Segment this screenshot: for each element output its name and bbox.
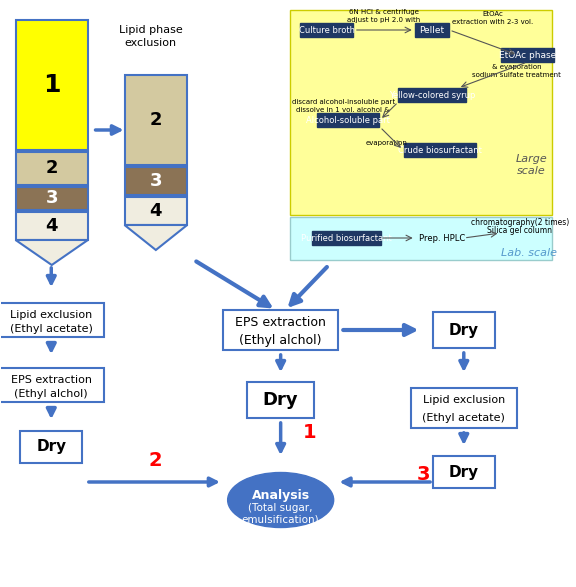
Text: Culture broth: Culture broth bbox=[299, 25, 355, 35]
Text: adjust to pH 2.0 with: adjust to pH 2.0 with bbox=[347, 17, 420, 23]
FancyBboxPatch shape bbox=[16, 187, 88, 210]
Text: Analysis: Analysis bbox=[252, 488, 310, 501]
Text: Lipid phase: Lipid phase bbox=[119, 25, 183, 35]
FancyBboxPatch shape bbox=[16, 20, 88, 150]
FancyBboxPatch shape bbox=[501, 48, 554, 62]
Text: 6N HCl & centrifuge: 6N HCl & centrifuge bbox=[349, 9, 419, 15]
FancyBboxPatch shape bbox=[317, 113, 380, 127]
FancyBboxPatch shape bbox=[290, 217, 552, 260]
Text: Dry: Dry bbox=[449, 322, 479, 338]
Text: 1: 1 bbox=[43, 73, 60, 97]
Text: Dry: Dry bbox=[263, 391, 298, 409]
FancyBboxPatch shape bbox=[247, 382, 314, 418]
Text: Large
scale: Large scale bbox=[516, 154, 547, 176]
FancyBboxPatch shape bbox=[0, 368, 104, 402]
Text: 1: 1 bbox=[303, 423, 316, 441]
FancyBboxPatch shape bbox=[16, 152, 88, 185]
FancyBboxPatch shape bbox=[223, 310, 339, 350]
FancyBboxPatch shape bbox=[433, 456, 495, 488]
Text: Silica gel column: Silica gel column bbox=[487, 225, 552, 234]
Text: Lipid exclusion: Lipid exclusion bbox=[10, 310, 92, 320]
Text: Dry: Dry bbox=[36, 440, 66, 454]
FancyBboxPatch shape bbox=[290, 10, 552, 215]
FancyBboxPatch shape bbox=[411, 388, 517, 428]
FancyBboxPatch shape bbox=[404, 143, 476, 157]
Text: 2: 2 bbox=[46, 159, 58, 177]
Text: Crude biosurfactant: Crude biosurfactant bbox=[398, 146, 482, 154]
Text: sodium sulfate treatment: sodium sulfate treatment bbox=[472, 72, 561, 78]
FancyBboxPatch shape bbox=[398, 88, 466, 102]
Ellipse shape bbox=[228, 473, 334, 528]
FancyBboxPatch shape bbox=[415, 23, 449, 37]
Text: EtOAc phase: EtOAc phase bbox=[499, 50, 556, 59]
FancyBboxPatch shape bbox=[20, 431, 82, 463]
FancyBboxPatch shape bbox=[301, 23, 354, 37]
Text: dissolve in 1 vol. alcohol &: dissolve in 1 vol. alcohol & bbox=[297, 107, 390, 113]
Text: exclusion: exclusion bbox=[124, 38, 177, 48]
Text: EtOAc: EtOAc bbox=[482, 11, 503, 17]
FancyBboxPatch shape bbox=[433, 312, 495, 348]
Text: extraction with 2-3 vol.: extraction with 2-3 vol. bbox=[452, 19, 533, 25]
FancyBboxPatch shape bbox=[312, 231, 381, 245]
Text: Purified biosurfactant: Purified biosurfactant bbox=[301, 234, 392, 242]
Text: 4: 4 bbox=[150, 202, 162, 220]
Text: Lipid exclusion: Lipid exclusion bbox=[423, 395, 505, 405]
Text: & evaporation: & evaporation bbox=[492, 64, 541, 70]
Text: evaporation: evaporation bbox=[366, 140, 408, 146]
FancyBboxPatch shape bbox=[124, 197, 187, 225]
Polygon shape bbox=[16, 240, 88, 265]
Text: 3: 3 bbox=[416, 465, 430, 484]
Text: Alcohol-soluble part: Alcohol-soluble part bbox=[306, 116, 390, 124]
Text: Lab. scale: Lab. scale bbox=[501, 248, 558, 258]
Text: EPS extraction: EPS extraction bbox=[235, 315, 326, 329]
FancyBboxPatch shape bbox=[124, 167, 187, 195]
Text: EPS extraction: EPS extraction bbox=[11, 375, 92, 385]
Text: Prep. HPLC: Prep. HPLC bbox=[419, 234, 466, 242]
Text: 3: 3 bbox=[150, 172, 162, 190]
Text: 2: 2 bbox=[149, 450, 162, 470]
FancyBboxPatch shape bbox=[124, 75, 187, 165]
Text: emulsification): emulsification) bbox=[242, 515, 320, 525]
Text: (Total sugar,: (Total sugar, bbox=[248, 503, 313, 513]
Text: (Ethyl acetate): (Ethyl acetate) bbox=[10, 324, 93, 334]
Text: discard alcohol-insoluble part: discard alcohol-insoluble part bbox=[292, 99, 395, 105]
Text: Yellow-colored syrup: Yellow-colored syrup bbox=[389, 90, 475, 100]
Polygon shape bbox=[124, 225, 187, 250]
Text: chromatography(2 times): chromatography(2 times) bbox=[471, 218, 569, 227]
Text: (Ethyl alchol): (Ethyl alchol) bbox=[14, 389, 88, 399]
FancyBboxPatch shape bbox=[0, 303, 104, 337]
FancyBboxPatch shape bbox=[16, 212, 88, 240]
Text: 2: 2 bbox=[150, 111, 162, 129]
Text: 3: 3 bbox=[46, 189, 58, 207]
Text: (Ethyl acetate): (Ethyl acetate) bbox=[422, 413, 505, 423]
Text: (Ethyl alchol): (Ethyl alchol) bbox=[240, 333, 322, 346]
Text: Dry: Dry bbox=[449, 464, 479, 480]
Text: 4: 4 bbox=[46, 217, 58, 235]
Text: Pellet: Pellet bbox=[419, 25, 445, 35]
